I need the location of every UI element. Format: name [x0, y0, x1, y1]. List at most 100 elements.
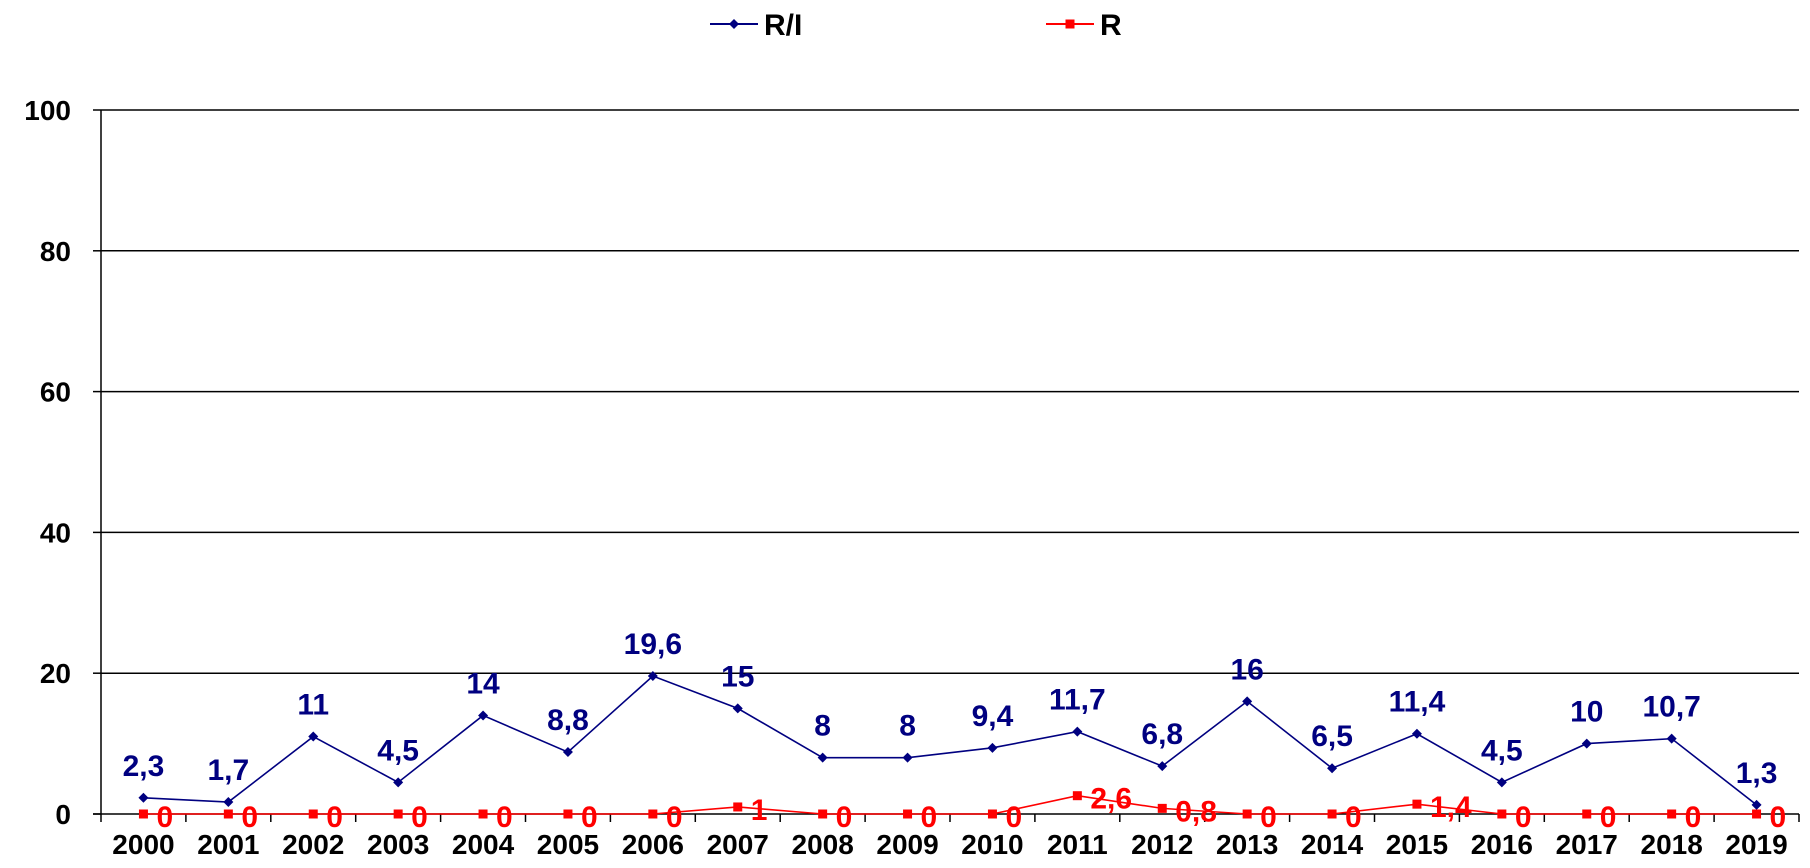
- series-group: [138, 671, 1762, 819]
- data-label: 0,8: [1175, 795, 1217, 828]
- y-axis-ticks: 0 20 40 60 80 100: [24, 95, 101, 830]
- x-tick-label: 2005: [537, 829, 599, 860]
- data-point: [1242, 696, 1253, 707]
- data-point: [1411, 728, 1422, 739]
- data-point: [1412, 799, 1422, 809]
- x-tick-label: 2018: [1641, 829, 1703, 860]
- data-label: 0: [836, 801, 853, 834]
- data-label: 4,5: [1481, 734, 1523, 767]
- data-label: 4,5: [377, 734, 419, 767]
- data-point: [393, 777, 404, 788]
- data-point: [817, 752, 828, 763]
- data-point: [1751, 799, 1762, 810]
- data-point: [1157, 803, 1167, 813]
- legend: R/I R: [710, 9, 1122, 42]
- data-label: 0: [156, 801, 173, 834]
- x-tick-label: 2014: [1301, 829, 1364, 860]
- data-point: [648, 809, 658, 819]
- data-label: 0: [1005, 801, 1022, 834]
- x-tick-label: 2012: [1131, 829, 1193, 860]
- data-point: [1581, 738, 1592, 749]
- y-tick-label: 40: [40, 517, 71, 548]
- data-label: 0: [411, 801, 428, 834]
- data-point: [818, 809, 828, 819]
- x-tick-label: 2015: [1386, 829, 1448, 860]
- data-label: 0: [1770, 801, 1787, 834]
- data-label: 19,6: [624, 628, 682, 661]
- data-label: 0: [1515, 801, 1532, 834]
- data-point: [987, 809, 997, 819]
- data-label: 0: [241, 801, 258, 834]
- data-label: 6,5: [1311, 720, 1353, 753]
- data-point: [1327, 809, 1337, 819]
- axes: [93, 110, 1799, 815]
- x-tick-label: 2016: [1471, 829, 1533, 860]
- data-label: 15: [721, 660, 754, 693]
- y-tick-label: 60: [40, 377, 71, 408]
- data-label: 16: [1230, 653, 1263, 686]
- x-tick-label: 2003: [367, 829, 429, 860]
- data-point: [1327, 763, 1338, 774]
- data-label: 14: [466, 667, 500, 700]
- data-point: [732, 703, 743, 714]
- data-point: [563, 809, 573, 819]
- data-label: 9,4: [972, 700, 1014, 733]
- data-label: 0: [1345, 801, 1362, 834]
- x-axis-ticks: 2000 2001 2002 2003 2004 2005 2006 2007 2008 2009…: [100, 814, 1800, 860]
- data-point: [223, 809, 233, 819]
- data-label: 8: [899, 710, 916, 743]
- data-label: 2,6: [1090, 783, 1132, 816]
- data-label: 10: [1570, 696, 1603, 729]
- data-point: [1072, 791, 1082, 801]
- gridlines: [101, 109, 1799, 674]
- x-tick-label: 2006: [622, 829, 684, 860]
- x-tick-label: 2004: [452, 829, 515, 860]
- data-label: 11: [297, 689, 329, 722]
- legend-marker: [1065, 19, 1075, 29]
- data-point: [308, 731, 319, 742]
- x-tick-label: 2007: [707, 829, 769, 860]
- data-point: [138, 792, 149, 803]
- data-point: [1667, 809, 1677, 819]
- data-point: [1242, 809, 1252, 819]
- data-label: 0: [496, 801, 513, 834]
- data-point: [902, 752, 913, 763]
- data-point: [733, 802, 743, 812]
- data-point: [308, 809, 318, 819]
- series-line-r: [143, 794, 1757, 815]
- data-point: [478, 710, 489, 721]
- data-label: 0: [1260, 801, 1277, 834]
- data-point: [1752, 809, 1762, 819]
- data-label: 1,3: [1736, 757, 1778, 790]
- data-point: [393, 809, 403, 819]
- data-label: 8: [814, 710, 831, 743]
- data-point: [1072, 726, 1083, 737]
- data-label: 0: [1685, 801, 1702, 834]
- x-tick-label: 2013: [1216, 829, 1278, 860]
- data-label: 1: [751, 794, 768, 827]
- data-point: [562, 747, 573, 758]
- data-label: 0: [666, 801, 683, 834]
- data-point: [987, 742, 998, 753]
- data-point: [478, 809, 488, 819]
- x-tick-label: 2008: [792, 829, 854, 860]
- data-label: 0: [1600, 801, 1617, 834]
- y-tick-label: 100: [24, 95, 71, 126]
- data-label: 0: [326, 801, 343, 834]
- data-label: 8,8: [547, 704, 589, 737]
- data-point: [1497, 809, 1507, 819]
- data-point: [903, 809, 913, 819]
- data-point: [1157, 761, 1168, 772]
- series-line-r-i: [143, 675, 1758, 806]
- x-tick-label: 2019: [1725, 829, 1787, 860]
- x-tick-label: 2002: [282, 829, 344, 860]
- data-label: 2,3: [123, 750, 165, 783]
- x-tick-label: 2000: [112, 829, 174, 860]
- data-point: [138, 809, 148, 819]
- x-tick-label: 2011: [1047, 829, 1108, 860]
- data-label: 11,7: [1049, 684, 1106, 717]
- legend-marker: [729, 19, 739, 29]
- data-label: 10,7: [1642, 691, 1700, 724]
- x-tick-label: 2017: [1556, 829, 1618, 860]
